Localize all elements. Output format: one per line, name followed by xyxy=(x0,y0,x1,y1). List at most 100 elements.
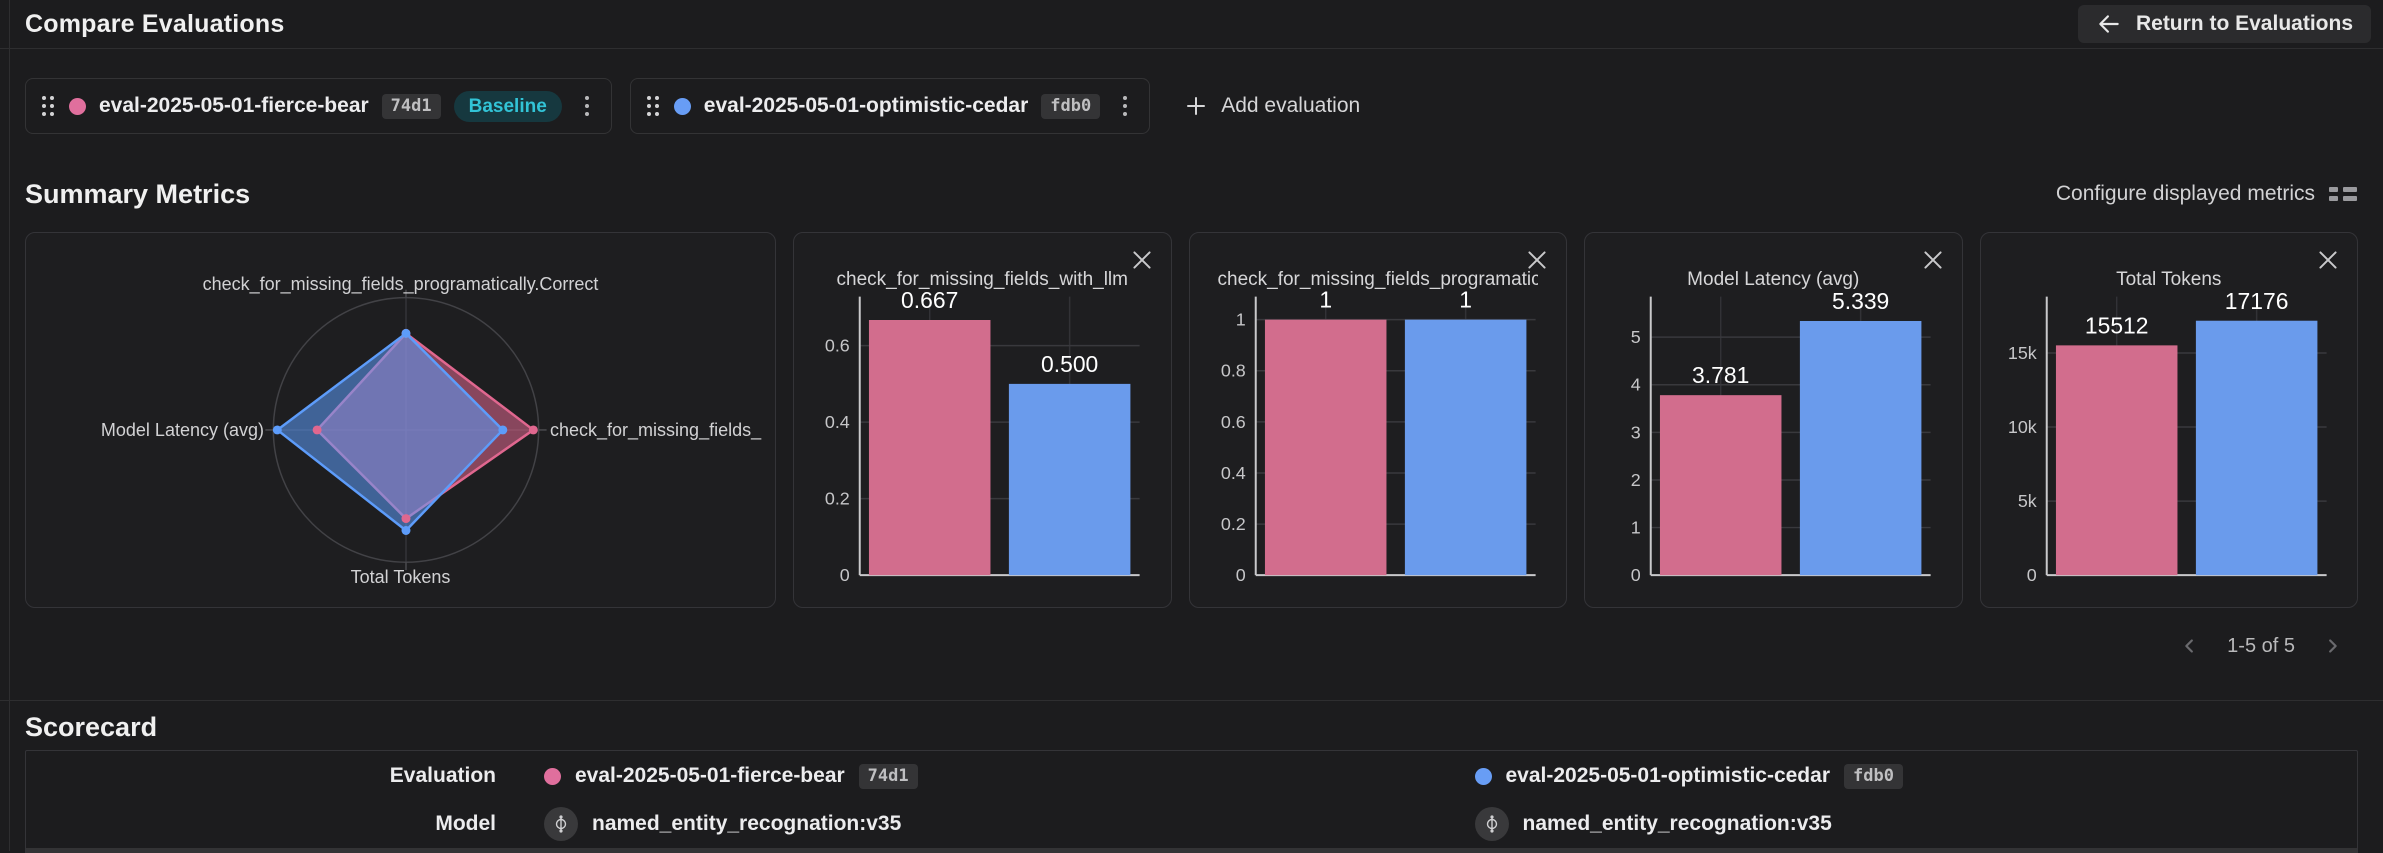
svg-text:0: 0 xyxy=(1631,565,1641,585)
evaluation-chip-comparison[interactable]: eval-2025-05-01-optimistic-cedar fdb0 xyxy=(629,78,1151,134)
svg-text:15512: 15512 xyxy=(2084,312,2148,338)
bar-chart: 0 1 2 3 4 5 3.781 5.339 xyxy=(1631,288,1931,585)
top-bar: Compare Evaluations Return to Evaluation… xyxy=(0,0,2383,49)
scorecard-row-evaluation: Evaluation eval-2025-05-01-fierce-bear 7… xyxy=(26,751,2357,799)
close-icon[interactable] xyxy=(1916,243,1950,277)
svg-text:15k: 15k xyxy=(2007,343,2036,363)
svg-text:10k: 10k xyxy=(2007,417,2036,437)
radar-axis-label: Model Latency (avg) xyxy=(100,420,264,440)
evaluation-name: eval-2025-05-01-optimistic-cedar xyxy=(1505,764,1831,787)
svg-text:5: 5 xyxy=(1631,327,1641,347)
model-cell-comparison: named_entity_recognation:v35 xyxy=(1427,807,2358,841)
chart-title: Model Latency (avg) xyxy=(1687,269,1860,290)
svg-text:0: 0 xyxy=(1235,565,1245,585)
scorecard-header: Scorecard xyxy=(25,710,2358,744)
kebab-menu-icon[interactable] xyxy=(577,92,597,120)
page-title: Compare Evaluations xyxy=(25,9,285,38)
summary-metric-cards: check_for_missing_fields_programatically… xyxy=(25,232,2358,608)
add-evaluation-label: Add evaluation xyxy=(1221,94,1361,117)
panel-left-border xyxy=(9,0,10,851)
svg-text:4: 4 xyxy=(1631,375,1641,395)
svg-text:1: 1 xyxy=(1631,518,1641,538)
close-icon[interactable] xyxy=(1125,243,1159,277)
plus-icon xyxy=(1184,94,1208,118)
svg-text:1: 1 xyxy=(1319,287,1332,313)
close-icon[interactable] xyxy=(2311,243,2345,277)
configure-displayed-metrics-button[interactable]: Configure displayed metrics xyxy=(2056,182,2358,206)
model-name: named_entity_recognation:v35 xyxy=(592,812,902,835)
evaluation-color-dot xyxy=(69,97,86,115)
svg-text:0: 0 xyxy=(2026,565,2036,585)
evaluation-color-dot xyxy=(1474,767,1492,785)
metrics-settings-icon xyxy=(2328,182,2358,206)
chart-title: Total Tokens xyxy=(2116,269,2222,290)
evaluation-color-dot xyxy=(544,767,561,785)
svg-text:0.6: 0.6 xyxy=(1220,412,1245,432)
svg-text:1: 1 xyxy=(1235,310,1245,330)
row-label: Evaluation xyxy=(389,764,496,787)
row-label: Model xyxy=(435,812,496,835)
close-icon[interactable] xyxy=(1520,243,1554,277)
metrics-pagination: 1-5 of 5 xyxy=(38,632,2345,660)
model-icon xyxy=(1474,807,1509,841)
evaluation-color-dot xyxy=(673,97,691,115)
drag-handle-icon[interactable] xyxy=(645,92,661,120)
model-cell-baseline: named_entity_recognation:v35 xyxy=(496,807,1427,841)
svg-text:0.4: 0.4 xyxy=(1220,463,1245,483)
bar-chart: 0 0.2 0.4 0.6 0.8 1 1 1 xyxy=(1220,287,1536,585)
svg-text:0.6: 0.6 xyxy=(825,336,850,356)
metric-card-total-tokens: Total Tokens 0 5k 10k 15k 15512 17176 xyxy=(1979,232,2358,608)
evaluation-cell-baseline: eval-2025-05-01-fierce-bear 74d1 xyxy=(496,763,1427,789)
scorecard-table: Evaluation eval-2025-05-01-fierce-bear 7… xyxy=(25,750,2358,853)
version-hash-badge: 74d1 xyxy=(381,93,441,119)
scorecard-row-model: Model named_entity_recognation:v35 named… xyxy=(26,799,2357,847)
version-hash-badge: 74d1 xyxy=(858,763,918,789)
evaluation-selector-row: eval-2025-05-01-fierce-bear 74d1 Baselin… xyxy=(25,78,2358,134)
summary-metrics-header: Summary Metrics Configure displayed metr… xyxy=(25,178,2358,210)
summary-metrics-title: Summary Metrics xyxy=(25,178,251,209)
return-button-label: Return to Evaluations xyxy=(2135,12,2353,35)
metric-card-check-for-missing-fields-with-llm: check_for_missing_fields_with_llm 0 0.2 0.… xyxy=(793,232,1172,608)
version-hash-badge: fdb0 xyxy=(1844,763,1903,789)
chevron-right-icon[interactable] xyxy=(2319,633,2345,659)
configure-metrics-label: Configure displayed metrics xyxy=(2055,182,2315,205)
chart-title: check_for_missing_fields_with_llm xyxy=(836,269,1128,290)
arrow-left-icon xyxy=(2096,11,2122,37)
metric-card-model-latency: Model Latency (avg) 0 1 2 3 4 5 3.781 5.339 xyxy=(1584,232,1963,608)
svg-text:2: 2 xyxy=(1631,470,1641,490)
metric-card-check-for-missing-fields-programatically: check_for_missing_fields_programatically… xyxy=(1188,232,1567,608)
svg-text:0.8: 0.8 xyxy=(1220,361,1245,381)
bar-chart: 0 0.2 0.4 0.6 0.667 0.500 xyxy=(825,287,1140,585)
radar-axis-label: check_for_missing_fields_programatically… xyxy=(202,274,599,294)
chart-title: check_for_missing_fields_programatically… xyxy=(1217,269,1539,290)
bar-chart: 0 5k 10k 15k 15512 17176 xyxy=(2007,288,2327,585)
radar-axis-label: check_for_missing_fields_ xyxy=(550,420,762,440)
svg-text:5k: 5k xyxy=(2017,491,2036,511)
evaluation-name: eval-2025-05-01-optimistic-cedar xyxy=(703,94,1029,117)
svg-text:0.2: 0.2 xyxy=(825,489,850,509)
pagination-range: 1-5 of 5 xyxy=(2227,634,2295,657)
kebab-menu-icon[interactable] xyxy=(1115,92,1135,120)
drag-handle-icon[interactable] xyxy=(40,92,56,120)
radar-metric-card: check_for_missing_fields_programatically… xyxy=(25,232,776,608)
section-divider xyxy=(0,700,2383,701)
return-to-evaluations-button[interactable]: Return to Evaluations xyxy=(2077,5,2371,43)
svg-text:1: 1 xyxy=(1459,287,1472,313)
svg-text:3.781: 3.781 xyxy=(1692,362,1749,388)
chevron-left-icon[interactable] xyxy=(2177,633,2203,659)
add-evaluation-button[interactable]: Add evaluation xyxy=(1168,78,1376,134)
svg-text:0: 0 xyxy=(840,565,850,585)
svg-text:5.339: 5.339 xyxy=(1832,288,1889,314)
svg-text:3: 3 xyxy=(1631,422,1641,442)
evaluation-name: eval-2025-05-01-fierce-bear xyxy=(575,764,845,787)
evaluation-cell-comparison: eval-2025-05-01-optimistic-cedar fdb0 xyxy=(1427,763,2358,789)
baseline-badge: Baseline xyxy=(453,90,562,122)
svg-text:0.2: 0.2 xyxy=(1220,514,1245,534)
svg-text:0.667: 0.667 xyxy=(901,287,958,313)
svg-text:0.4: 0.4 xyxy=(825,412,850,432)
svg-text:17176: 17176 xyxy=(2224,288,2288,314)
evaluation-chip-baseline[interactable]: eval-2025-05-01-fierce-bear 74d1 Baselin… xyxy=(25,78,612,134)
scorecard-title: Scorecard xyxy=(25,711,158,742)
evaluation-name: eval-2025-05-01-fierce-bear xyxy=(99,94,369,117)
svg-text:0.500: 0.500 xyxy=(1041,351,1098,377)
